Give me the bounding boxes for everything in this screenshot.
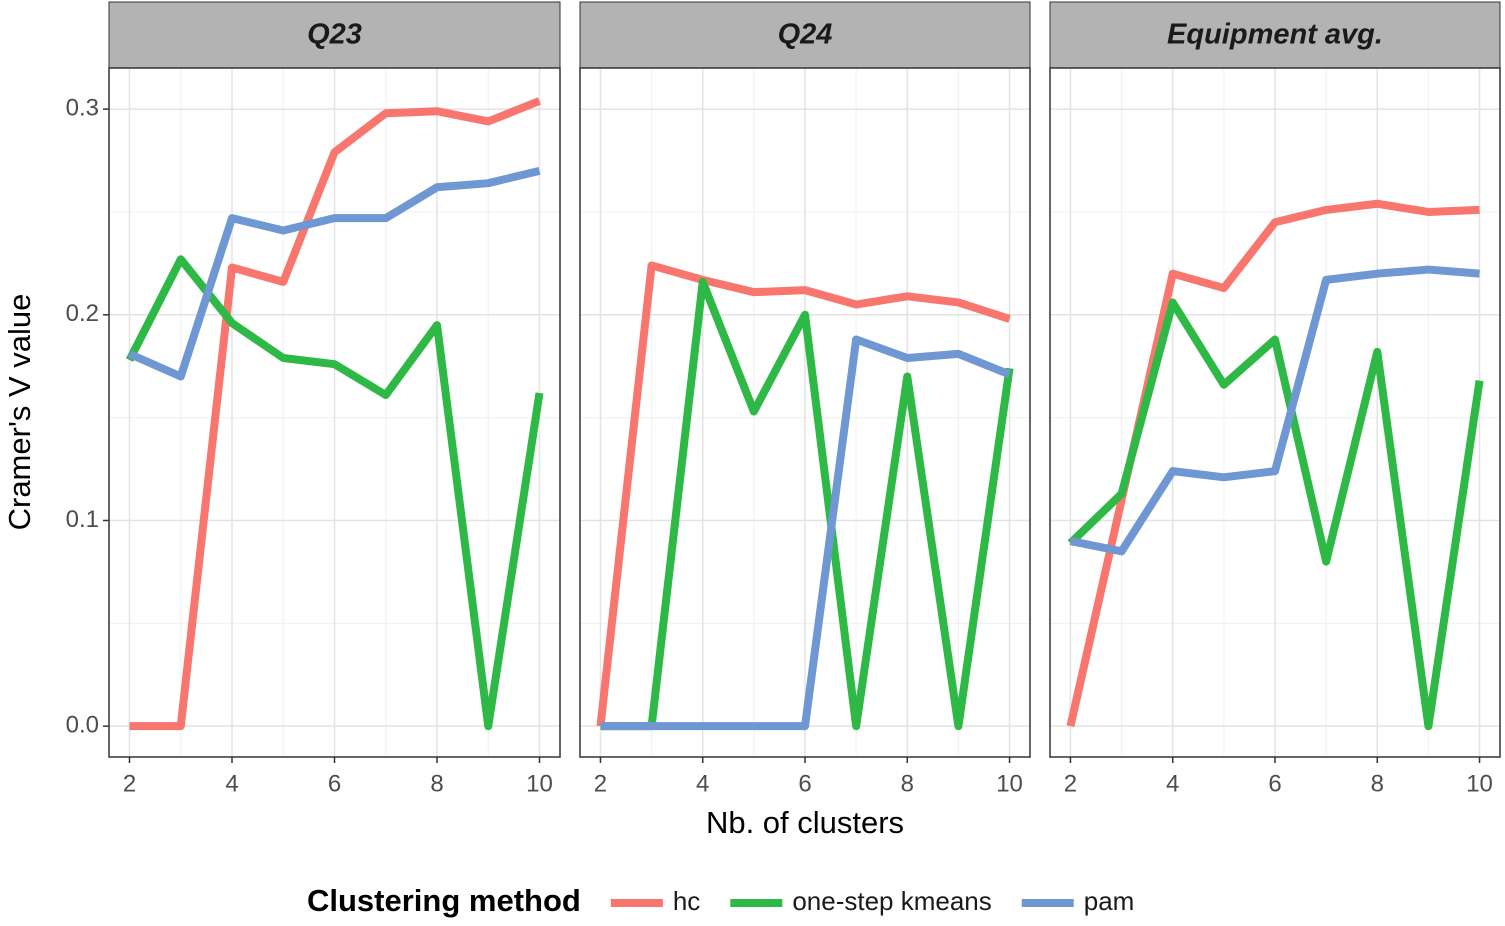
legend-label: hc [673,886,700,916]
panel-title: Equipment avg. [1167,19,1383,51]
x-tick-label: 6 [328,770,341,797]
x-tick-label: 4 [1166,770,1179,797]
series-line [1069,265,1480,556]
series-line [125,255,544,731]
panel-border [1049,67,1501,758]
x-tick-label: 4 [225,770,238,797]
x-tick-label: 2 [594,770,607,797]
x-tick-label: 2 [1064,770,1077,797]
y-tick-label: 0.2 [66,300,99,327]
x-tick-label: 10 [996,770,1023,797]
x-tick-label: 8 [430,770,443,797]
y-tick-label: 0.3 [66,94,99,121]
x-tick-label: 6 [1268,770,1281,797]
panel-title: Q23 [307,19,362,51]
x-tick-label: 10 [1466,770,1493,797]
strip [108,1,561,69]
x-tick-label: 6 [798,770,811,797]
x-axis-title: Nb. of clusters [706,805,904,840]
x-tick-label: 8 [901,770,914,797]
legend-label: pam [1084,886,1135,916]
series-line [127,166,541,381]
panel-title: Q24 [778,19,833,51]
x-tick-label: 8 [1371,770,1384,797]
series-line [600,335,1012,731]
y-tick-label: 0.1 [66,506,99,533]
x-tick-label: 4 [696,770,709,797]
strip [1049,1,1501,69]
legend-label: one-step kmeans [792,886,991,916]
panel-border [579,67,1031,758]
series-line [596,261,1011,727]
y-tick-label: 0.0 [66,711,99,738]
strip [579,1,1031,69]
x-tick-label: 10 [526,770,553,797]
x-tick-label: 2 [123,770,136,797]
legend-title: Clustering method [307,883,581,918]
series-line [600,277,1014,731]
panel-border [108,67,561,758]
y-axis-title: Cramer's V value [2,294,37,531]
series-line [1067,298,1484,731]
series-line [129,97,541,731]
